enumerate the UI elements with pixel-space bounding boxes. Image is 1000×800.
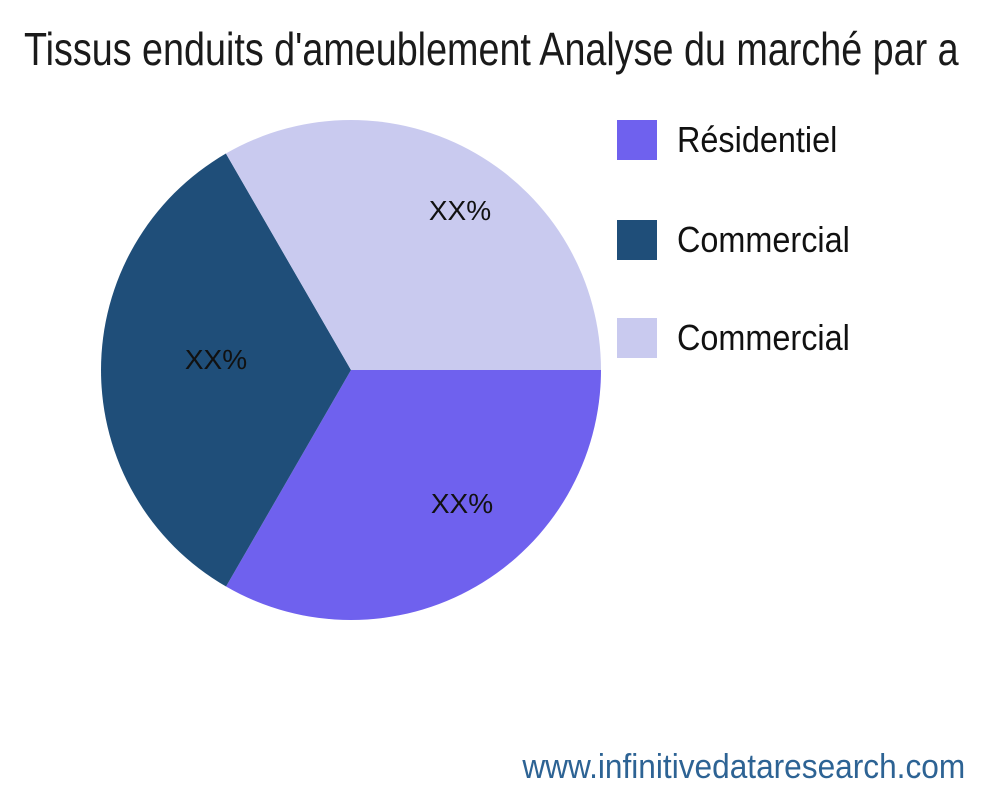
legend-swatch-residentiel (617, 120, 657, 160)
legend-item-label: Commercial (677, 317, 850, 358)
chart-title: Tissus enduits d'ameublement Analyse du … (24, 23, 959, 75)
legend: Résidentiel Commercial Commercial (617, 119, 1000, 360)
legend-swatch-commercial-2 (617, 318, 657, 358)
legend-item-commercial-2: Commercial (617, 317, 869, 358)
pie-slice-0 (226, 370, 602, 620)
pie-slice-2 (225, 120, 601, 370)
pie-percent-label-commercial-2: XX% (428, 195, 492, 226)
legend-item-residentiel: Résidentiel (617, 119, 855, 160)
pie-slice-1 (101, 153, 351, 587)
website-link[interactable]: www.infinitivedataresearch.com (522, 748, 965, 786)
legend-item-label: Résidentiel (677, 119, 838, 160)
legend-swatch-commercial-1 (617, 220, 657, 260)
legend-item-label: Commercial (677, 219, 850, 260)
pie-percent-label-residentiel: XX% (430, 488, 494, 519)
pie-percent-label-commercial-1: XX% (184, 344, 248, 375)
legend-item-commercial-1: Commercial (617, 219, 869, 260)
